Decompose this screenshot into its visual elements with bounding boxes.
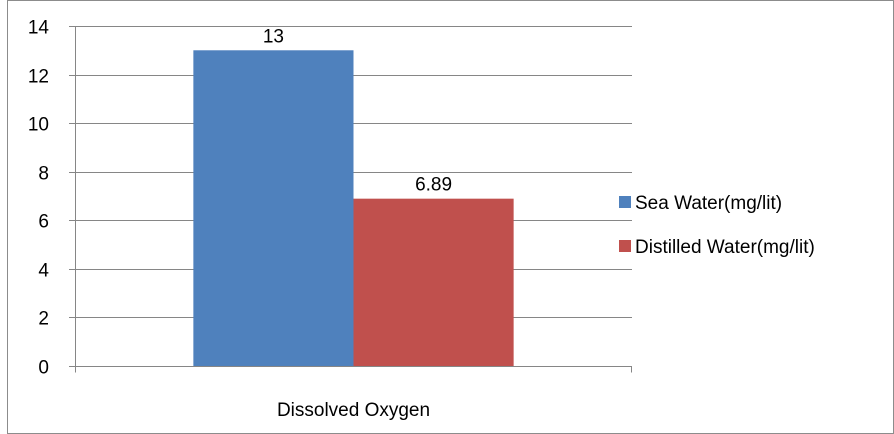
y-tick-label: 12	[28, 67, 49, 88]
bars	[193, 50, 514, 367]
y-tick-label: 2	[38, 309, 49, 330]
axes: 0 2 4 6 8 10 12 14 Dissolved Oxygen	[28, 18, 632, 421]
x-category-label: Dissolved Oxygen	[277, 400, 430, 421]
legend-label: Distilled Water(mg/lit)	[635, 237, 815, 258]
y-tick-label: 8	[38, 164, 49, 185]
legend-label: Sea Water(mg/lit)	[635, 193, 782, 214]
y-tick-label: 0	[38, 358, 49, 379]
y-tick-label: 6	[38, 212, 49, 233]
data-label: 13	[263, 26, 284, 47]
legend-swatch	[619, 240, 631, 252]
y-tick-label: 14	[28, 18, 50, 39]
legend: Sea Water(mg/lit) Distilled Water(mg/lit)	[619, 193, 815, 258]
bar-sea-water	[193, 50, 354, 367]
data-labels: 136.89	[263, 26, 452, 195]
legend-swatch	[619, 196, 631, 208]
data-label: 6.89	[415, 175, 452, 196]
bar-distilled-water	[353, 198, 514, 366]
y-tick-label: 10	[28, 115, 49, 136]
y-tick-label: 4	[38, 261, 49, 282]
